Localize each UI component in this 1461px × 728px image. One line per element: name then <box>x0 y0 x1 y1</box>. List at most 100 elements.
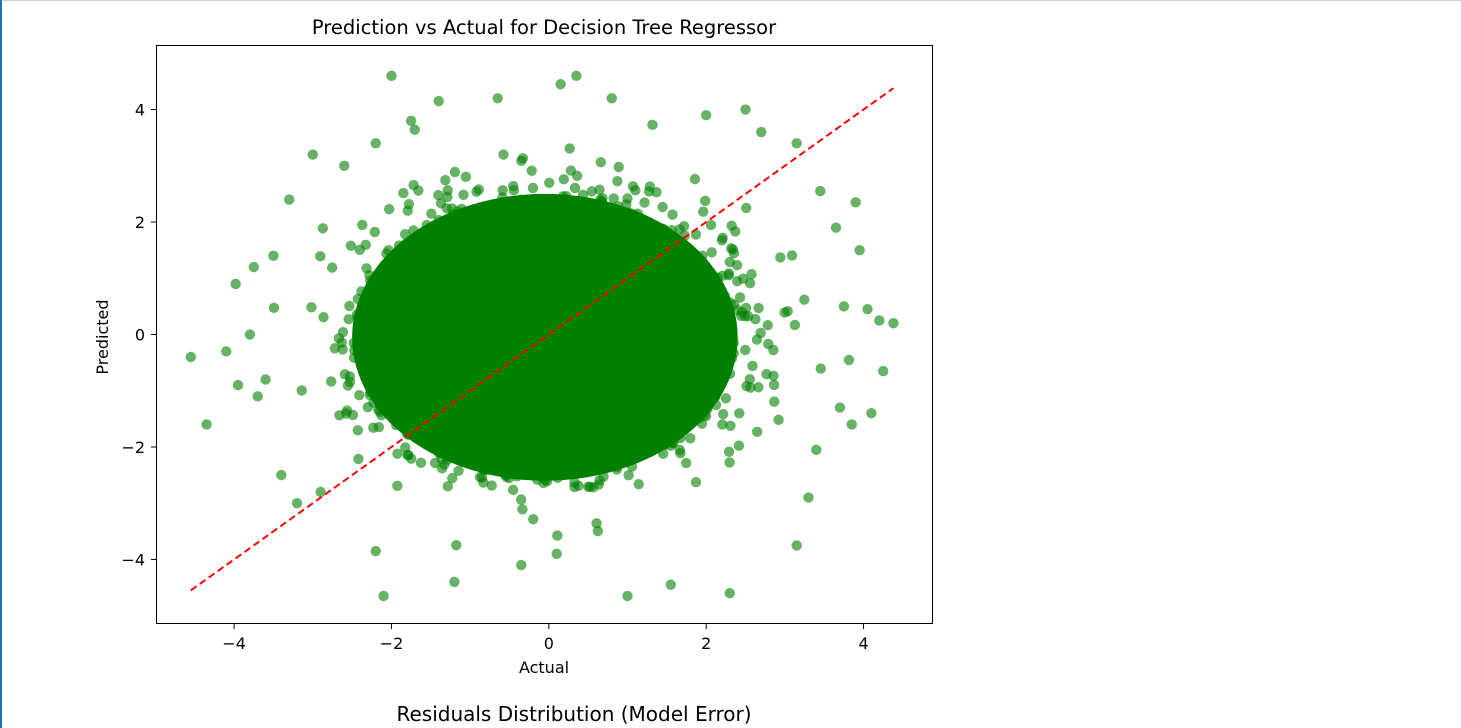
scatter-point <box>681 405 692 417</box>
scatter-point <box>657 201 668 213</box>
scatter-point <box>512 454 524 465</box>
scatter-point <box>843 354 855 366</box>
scatter-point <box>671 295 683 307</box>
scatter-point <box>539 433 550 444</box>
scatter-point <box>815 185 826 197</box>
scatter-point <box>594 194 606 206</box>
scatter-point <box>734 408 745 419</box>
scatter-point <box>337 344 348 355</box>
scatter-point <box>439 428 451 439</box>
scatter-point <box>291 498 303 509</box>
scatter-point <box>398 187 409 199</box>
scatter-point <box>490 279 501 290</box>
scatter-point <box>449 166 461 178</box>
scatter-point <box>352 312 363 323</box>
scatter-point <box>481 320 492 331</box>
scatter-point <box>577 189 589 201</box>
scatter-point <box>605 449 616 461</box>
scatter-point <box>594 184 605 195</box>
scatter-point <box>481 464 493 476</box>
scatter-point <box>457 277 468 288</box>
scatter-point <box>466 212 477 224</box>
scatter-point <box>531 373 542 384</box>
scatter-point <box>500 217 512 229</box>
scatter-point <box>803 492 814 503</box>
scatter-point <box>378 260 390 272</box>
scatter-point <box>656 320 667 331</box>
scatter-point <box>718 409 729 420</box>
scatter-point <box>564 143 575 154</box>
scatter-point <box>392 448 403 459</box>
x-axis-label: Actual <box>519 658 569 677</box>
scatter-point <box>410 296 422 308</box>
scatter-point <box>728 247 740 259</box>
scatter-point <box>447 209 459 220</box>
scatter-point <box>232 379 244 391</box>
scatter-point <box>627 398 639 409</box>
scatter-point <box>450 355 462 367</box>
scatter-point <box>395 397 406 408</box>
scatter-point <box>617 375 628 387</box>
scatter-point <box>680 422 691 433</box>
scatter-point <box>374 293 386 305</box>
scatter-point <box>352 425 364 436</box>
scatter-point <box>691 258 702 269</box>
scatter-point <box>554 240 565 251</box>
scatter-point <box>306 302 317 313</box>
scatter-point <box>471 186 482 197</box>
scatter-point <box>607 249 618 260</box>
scatter-point <box>477 355 489 367</box>
scatter-point <box>699 195 711 207</box>
scatter-point <box>507 407 519 418</box>
scatter-point <box>519 420 531 431</box>
scatter-point <box>597 203 608 215</box>
scatter-point <box>517 303 528 315</box>
scatter-point <box>582 250 593 262</box>
x-tick-label: 0 <box>544 634 554 653</box>
scatter-point <box>697 250 708 261</box>
scatter-point <box>613 201 624 212</box>
scatter-point <box>407 405 418 416</box>
points-layer <box>185 70 899 602</box>
scatter-point <box>599 363 610 374</box>
scatter-point <box>719 290 731 302</box>
scatter-point <box>745 382 756 393</box>
scatter-point <box>454 298 465 310</box>
scatter-point <box>344 371 356 382</box>
scatter-point <box>405 414 416 425</box>
scatter-point <box>683 243 694 255</box>
scatter-point <box>383 244 394 256</box>
scatter-point <box>878 365 889 377</box>
scatter-point <box>510 391 522 402</box>
scatter-point <box>670 364 682 375</box>
scatter-point <box>402 205 413 216</box>
scatter-point <box>720 353 732 364</box>
scatter-point <box>576 389 587 400</box>
scatter-point <box>661 420 673 431</box>
scatter-point <box>463 446 474 458</box>
scatter-point <box>575 335 587 347</box>
scatter-point <box>574 451 585 462</box>
scatter-point <box>426 208 437 219</box>
scatter-point <box>622 262 633 274</box>
x-tick-label: 2 <box>701 634 711 653</box>
scatter-point <box>548 298 559 310</box>
scatter-point <box>465 305 477 317</box>
scatter-point <box>542 400 553 411</box>
scatter-point <box>473 365 484 377</box>
scatter-point <box>522 245 534 256</box>
scatter-point <box>747 360 758 372</box>
scatter-point <box>472 285 483 297</box>
scatter-point <box>370 138 381 149</box>
scatter-point <box>531 401 542 413</box>
scatter-point <box>475 258 486 269</box>
scatter-point <box>724 368 736 379</box>
scatter-point <box>371 269 383 281</box>
scatter-point <box>421 438 433 449</box>
scatter-point <box>369 226 381 238</box>
scatter-point <box>569 465 581 476</box>
scatter-point <box>400 257 411 269</box>
scatter-point <box>753 382 764 393</box>
scatter-point <box>525 363 537 374</box>
scatter-point <box>624 207 635 218</box>
